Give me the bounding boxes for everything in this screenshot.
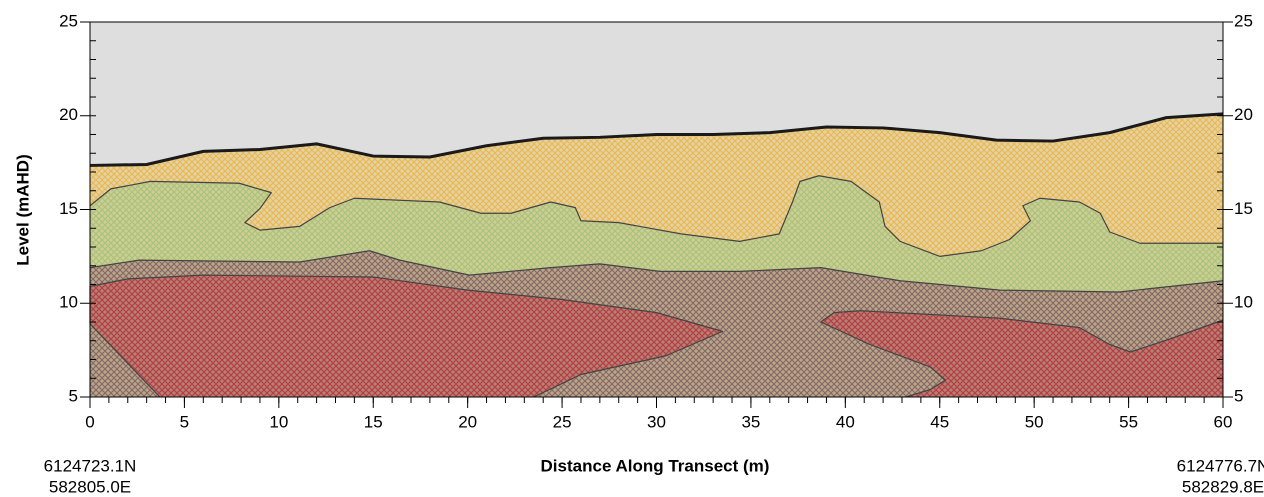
x-tick-label: 15 [364, 412, 383, 431]
y-axis-title: Level (mAHD) [13, 154, 32, 265]
x-tick-label: 20 [458, 412, 477, 431]
y-tick-label: 25 [59, 11, 78, 30]
y-tick-label: 10 [59, 293, 78, 312]
x-tick-label: 35 [741, 412, 760, 431]
layer-boundary [89, 112, 1224, 167]
x-tick-label: 5 [180, 412, 189, 431]
start-coord: 6124723.1N [44, 456, 137, 475]
layer-boundary [820, 310, 1224, 398]
end-coord: 6124776.7N [1177, 456, 1264, 475]
y-tick-label: 5 [69, 386, 78, 405]
x-tick-label: 0 [85, 412, 94, 431]
layer-fill [90, 275, 723, 397]
x-tick-label: 30 [647, 412, 666, 431]
end-coord: 582829.8E [1182, 477, 1264, 496]
y-tick-label: 15 [59, 199, 78, 218]
start-coord: 582805.0E [49, 477, 131, 496]
y2-tick-label: 20 [1234, 105, 1253, 124]
y2-tick-label: 15 [1234, 199, 1253, 218]
x-tick-label: 25 [553, 412, 572, 431]
x-tick-label: 55 [1119, 412, 1138, 431]
x-tick-label: 40 [836, 412, 855, 431]
x-tick-label: 60 [1214, 412, 1233, 431]
y-tick-label: 20 [59, 105, 78, 124]
y2-tick-label: 25 [1234, 11, 1253, 30]
x-axis-title: Distance Along Transect (m) [541, 456, 770, 475]
layer-boundary [89, 175, 1223, 257]
x-tick-label: 45 [930, 412, 949, 431]
y2-tick-label: 10 [1234, 293, 1253, 312]
layer-fill [820, 310, 1223, 397]
x-tick-label: 10 [269, 412, 288, 431]
x-tick-label: 50 [1025, 412, 1044, 431]
layer-boundary [89, 250, 1224, 293]
y2-tick-label: 5 [1234, 386, 1243, 405]
